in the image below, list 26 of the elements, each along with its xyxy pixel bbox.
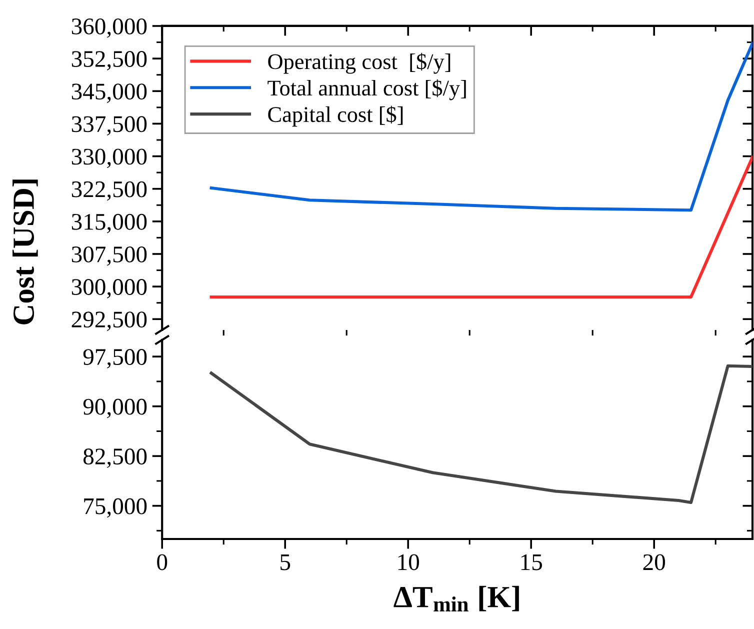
y-tick-label: 292,500: [72, 312, 147, 331]
y-tick-label: 90,000: [83, 398, 147, 418]
y-tick-label: 337,500: [72, 116, 147, 136]
y-tick-label: 82,500: [83, 448, 147, 468]
y-tick-label: 352,500: [72, 51, 147, 70]
y-tick-label: 307,500: [72, 246, 147, 266]
y-tick-label: 97,500: [83, 349, 147, 368]
line-series: [210, 364, 752, 504]
y-tick-label: 315,000: [72, 214, 147, 234]
legend-label: Operating cost [$/y]: [268, 52, 450, 74]
y-axis-title: Cost [USD]: [12, 180, 38, 324]
y-tick-label: 75,000: [84, 498, 147, 518]
y-tick-label: 300,000: [72, 279, 147, 298]
y-tick-label: 322,500: [72, 181, 147, 201]
x-tick-label: 0: [157, 554, 168, 570]
y-tick-label: 345,000: [72, 84, 147, 103]
legend-label: Capital cost [$]: [268, 106, 403, 127]
y-tick-label: 330,000: [72, 148, 147, 168]
y-tick-label: 360,000: [72, 18, 147, 38]
x-tick-label: 15: [521, 554, 542, 570]
x-tick-label: 10: [398, 554, 420, 570]
x-tick-label: 5: [280, 554, 290, 570]
x-tick-label: 20: [643, 554, 665, 570]
legend-label: Total annual cost [$/y]: [268, 79, 466, 100]
x-axis-title: ΔT$_{min}$ [K]: [394, 586, 519, 612]
line-series: [210, 42, 752, 212]
